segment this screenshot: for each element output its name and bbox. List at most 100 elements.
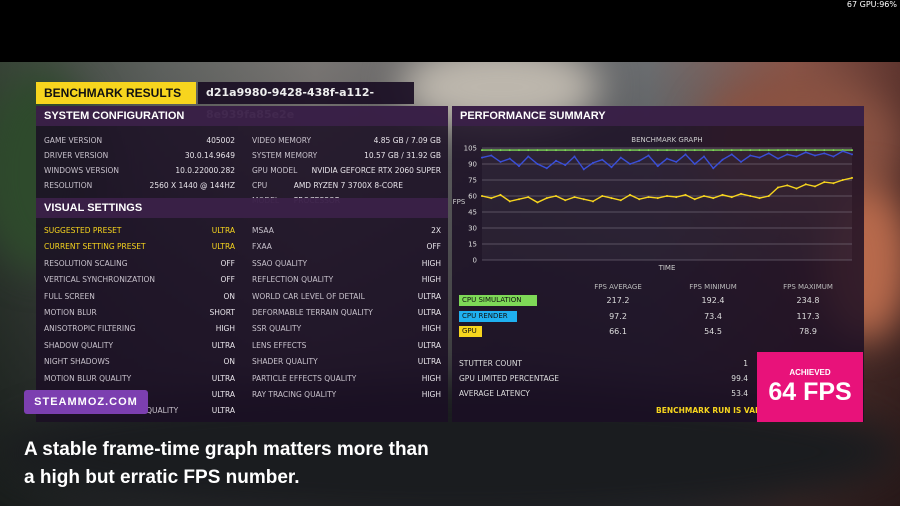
series-point xyxy=(508,157,511,160)
setting-row: PARTICLE EFFECTS QUALITY HIGH xyxy=(252,371,441,386)
series-point xyxy=(777,149,779,152)
series-point xyxy=(582,168,585,171)
fps-value: 78.9 xyxy=(799,327,817,336)
setting-value: HIGH xyxy=(421,373,441,383)
series-point xyxy=(749,154,752,157)
series-point xyxy=(841,150,844,153)
setting-row: DRIVER VERSION 30.0.14.9649 xyxy=(44,148,235,163)
setting-label: FXAA xyxy=(252,242,272,252)
fps-value: 234.8 xyxy=(796,296,820,305)
series-point xyxy=(666,157,668,160)
setting-value: ON xyxy=(223,291,235,301)
setting-value: ULTRA xyxy=(211,242,235,252)
setting-value: ULTRA xyxy=(417,340,441,350)
setting-value: NVIDIA GeForce RTX 2060 SUPER xyxy=(311,166,441,175)
setting-label: SYSTEM MEMORY xyxy=(252,151,318,160)
series-point xyxy=(527,196,530,199)
setting-row: WINDOWS VERSION 10.0.22000.282 xyxy=(44,163,235,178)
watermark-badge: STEAMMOZ.COM xyxy=(24,390,148,414)
series-point xyxy=(730,196,733,199)
series-point xyxy=(851,149,853,152)
setting-row: REFLECTION QUALITY HIGH xyxy=(252,272,441,287)
series-point xyxy=(730,149,733,152)
series-point xyxy=(508,200,511,203)
setting-label: VIDEO MEMORY xyxy=(252,136,312,145)
setting-value: ULTRA xyxy=(211,340,235,350)
benchmark-id: d21a9980-9428-438f-a112-8e939fa85e2e xyxy=(198,82,414,121)
setting-value: ULTRA xyxy=(211,226,235,235)
series-point xyxy=(703,155,705,158)
series-point xyxy=(619,156,622,159)
setting-row: MSAA 2X xyxy=(252,223,441,238)
setting-label: DRIVER VERSION xyxy=(44,151,109,160)
series-point xyxy=(601,149,604,152)
series-point xyxy=(767,195,770,197)
series-point xyxy=(851,176,853,179)
setting-value: ON xyxy=(223,357,235,367)
series-point xyxy=(832,182,835,185)
benchmark-results-title: BENCHMARK RESULTS xyxy=(36,82,196,104)
series-point xyxy=(712,167,715,170)
series-point xyxy=(610,149,613,152)
setting-row: SHADER QUALITY ULTRA xyxy=(252,354,441,369)
series-point xyxy=(499,149,502,152)
series-point xyxy=(832,155,835,158)
series-point xyxy=(730,153,733,156)
fps-column-header: FPS AVERAGE xyxy=(594,283,642,291)
valid-status: BENCHMARK RUN IS VALID xyxy=(656,406,769,415)
series-point xyxy=(647,149,650,152)
series-point xyxy=(545,149,548,152)
series-point xyxy=(675,149,678,152)
series-point xyxy=(795,149,798,152)
series-point xyxy=(545,167,548,170)
series-point xyxy=(490,197,493,200)
setting-label: ANISOTROPIC FILTERING xyxy=(44,324,136,334)
stat-label: STUTTER COUNT xyxy=(459,359,523,368)
setting-label: WINDOWS VERSION xyxy=(44,166,120,175)
caption: A stable frame-time graph matters more t… xyxy=(24,436,584,492)
series-point xyxy=(481,149,483,152)
series-point xyxy=(795,187,798,190)
setting-row: SHADOW QUALITY ULTRA xyxy=(44,338,235,353)
series-point xyxy=(675,196,678,199)
setting-row: FULL SCREEN ON xyxy=(44,289,235,304)
setting-row: MOTION BLUR SHORT xyxy=(44,305,235,320)
setting-value: HIGH xyxy=(421,275,441,285)
series-point xyxy=(777,157,779,160)
series-point xyxy=(592,149,594,152)
setting-label: PARTICLE EFFECTS QUALITY xyxy=(252,373,357,383)
setting-label: CURRENT SETTING PRESET xyxy=(44,242,146,252)
series-point xyxy=(693,163,696,165)
series-point xyxy=(518,165,520,168)
setting-label: VERTICAL SYNCHRONIZATION xyxy=(44,275,156,285)
fps-column-header: FPS MINIMUM xyxy=(689,283,737,291)
fps-value: 192.4 xyxy=(701,296,725,305)
series-point xyxy=(638,198,641,201)
series-point xyxy=(647,196,650,199)
fps-value: 73.4 xyxy=(704,311,722,321)
setting-label: MOTION BLUR QUALITY xyxy=(44,373,132,383)
series-point xyxy=(777,186,779,189)
series-point xyxy=(712,149,715,152)
series-point xyxy=(814,154,816,157)
setting-value: ULTRA xyxy=(211,373,235,383)
series-point xyxy=(841,179,844,181)
benchmark-graph-svg: 0 15 30 45 60 75 90 105 BENCHMARK GRAPH FPS TIME xyxy=(453,136,853,272)
series-point xyxy=(749,149,752,152)
series-point xyxy=(573,155,576,158)
series-point xyxy=(629,193,631,196)
setting-value: HIGH xyxy=(421,324,441,334)
series-point xyxy=(582,149,585,152)
series-point xyxy=(814,185,816,188)
series-point xyxy=(518,149,520,152)
series-point xyxy=(767,149,770,152)
series-point xyxy=(647,154,650,157)
series-point xyxy=(573,196,576,199)
series-point xyxy=(555,149,557,152)
setting-row: VIDEO MEMORY 4.85 GB / 7.09 GB xyxy=(252,133,441,148)
setting-label: SHADER QUALITY xyxy=(252,357,318,367)
setting-row: DEFORMABLE TERRAIN QUALITY ULTRA xyxy=(252,305,441,320)
series-point xyxy=(804,183,807,186)
setting-value: 405002 xyxy=(206,136,235,145)
series-point xyxy=(481,156,483,159)
